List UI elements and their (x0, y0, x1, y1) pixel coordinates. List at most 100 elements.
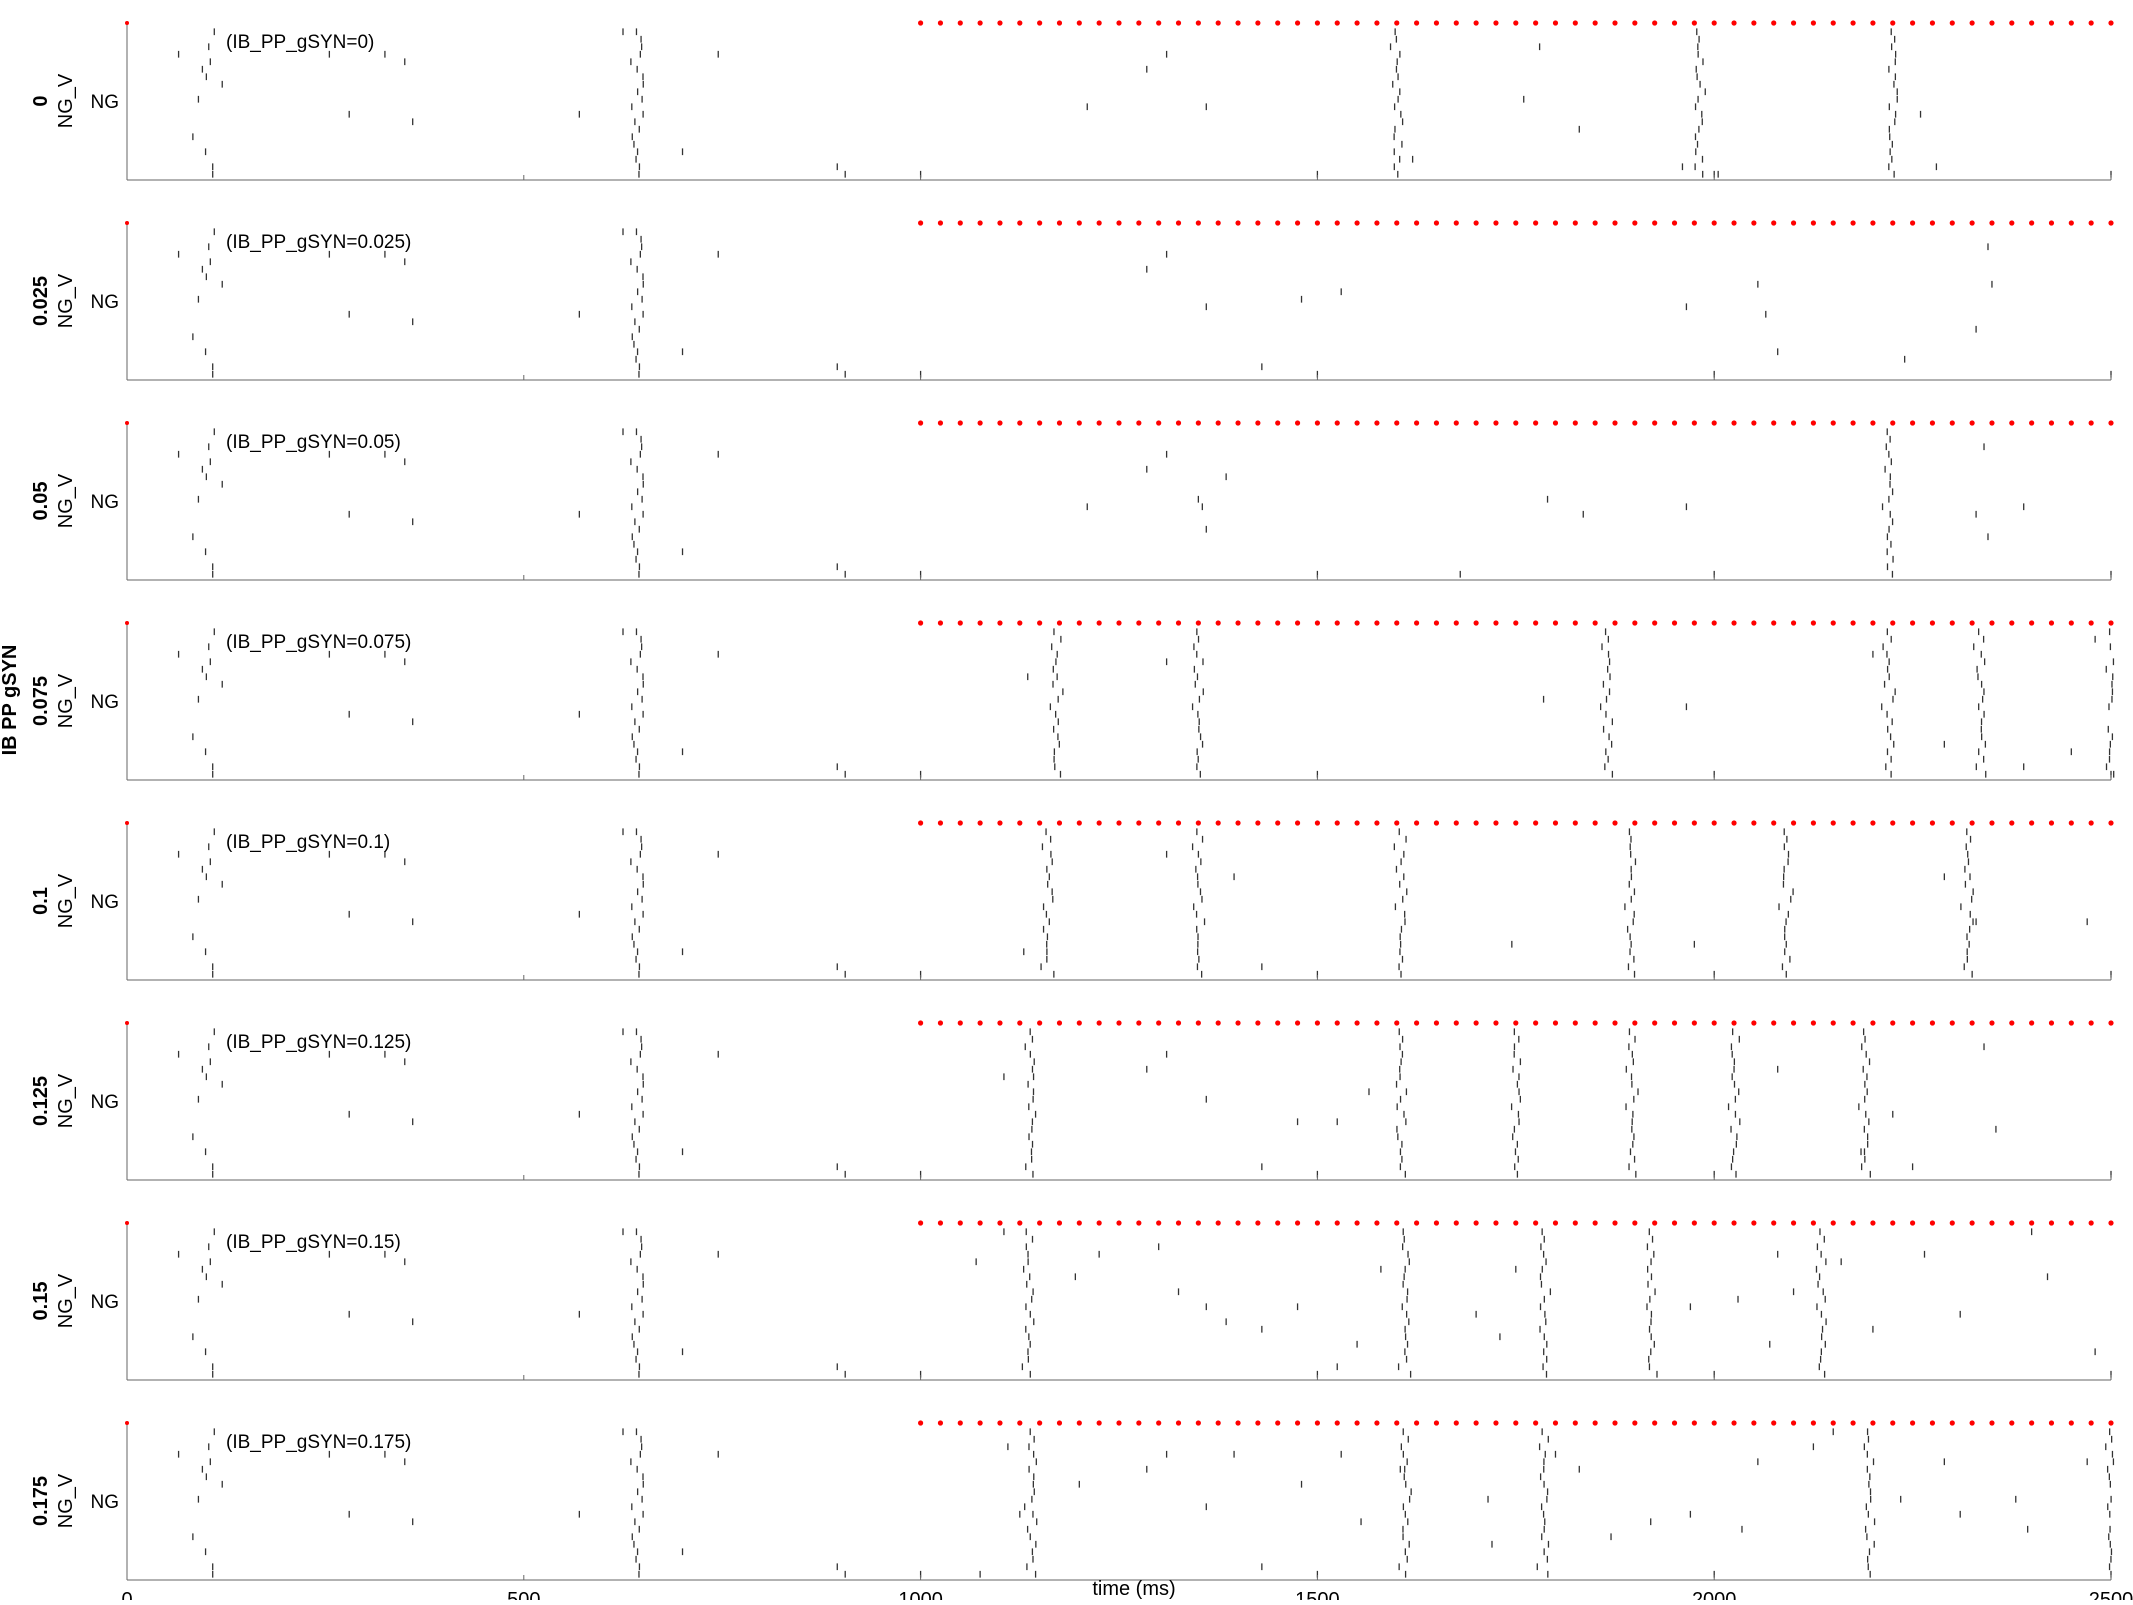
stimulus-marker (1433, 1420, 1440, 1426)
stimulus-marker (1433, 20, 1440, 26)
stimulus-marker (1175, 1420, 1182, 1426)
stimulus-marker (1671, 220, 1678, 226)
stimulus-marker (1414, 820, 1420, 826)
stimulus-marker (1910, 620, 1916, 626)
stimulus-marker (1552, 620, 1559, 626)
stimulus-marker (1989, 20, 1995, 26)
stimulus-marker (997, 1220, 1003, 1226)
stimulus-marker (1632, 20, 1638, 26)
stimulus-marker (2048, 620, 2055, 626)
stimulus-marker (2029, 220, 2035, 226)
stimulus-marker (1533, 620, 1539, 626)
stimulus-marker (1612, 1020, 1618, 1026)
x-tick-label: 0 (121, 1589, 132, 1600)
stimulus-marker (1513, 1420, 1519, 1426)
stimulus-marker (1334, 220, 1340, 226)
stimulus-marker (1810, 220, 1816, 226)
stimulus-marker (1751, 220, 1757, 226)
x-tick-label: 1000 (898, 1589, 943, 1600)
stimulus-marker (1969, 420, 1975, 426)
stimulus-marker (1235, 1420, 1241, 1426)
stimulus-marker (1354, 620, 1360, 626)
stimulus-marker (1652, 1020, 1658, 1026)
stimulus-marker (1790, 1220, 1797, 1226)
stimulus-marker (1513, 420, 1519, 426)
stimulus-marker (1056, 1020, 1063, 1026)
stimulus-marker (1652, 220, 1658, 226)
row-tick-label: NG (91, 292, 120, 313)
stimulus-marker (1910, 20, 1916, 26)
stimulus-marker (1711, 1020, 1717, 1026)
stimulus-marker (937, 1020, 944, 1026)
stimulus-marker (1255, 1420, 1261, 1426)
stimulus-marker (1453, 1020, 1459, 1026)
panel-annotation: (IB_PP_gSYN=0.075) (226, 632, 411, 653)
stimulus-marker (918, 1020, 924, 1026)
stimulus-marker (1771, 620, 1777, 626)
stimulus-marker (1552, 1420, 1559, 1426)
stimulus-marker (1215, 620, 1221, 626)
stimulus-marker (1473, 220, 1479, 226)
stimulus-marker (1195, 820, 1201, 826)
stimulus-marker (1513, 220, 1519, 226)
stimulus-marker (1275, 420, 1281, 426)
stimulus-marker (918, 1420, 924, 1426)
stimulus-marker (1156, 620, 1162, 626)
stimulus-marker (1771, 220, 1777, 226)
stimulus-marker (1215, 220, 1221, 226)
stimulus-marker (1314, 20, 1320, 26)
stimulus-marker (1414, 420, 1420, 426)
stimulus-marker (1850, 820, 1856, 826)
group-ylabel: IB PP gSYN (0, 645, 21, 756)
stimulus-marker (2009, 1220, 2015, 1226)
stimulus-marker (1175, 20, 1182, 26)
stimulus-marker (1294, 1220, 1301, 1226)
stimulus-marker (1354, 820, 1360, 826)
row-tick-label: NG (91, 692, 120, 713)
stimulus-marker (1731, 1420, 1737, 1426)
stimulus-marker (1969, 1220, 1975, 1226)
panel-ylabel: NG_V (55, 1073, 77, 1128)
stimulus-marker (1493, 1220, 1499, 1226)
stimulus-marker (1037, 620, 1043, 626)
stimulus-marker (1652, 820, 1658, 826)
stimulus-marker (1175, 420, 1182, 426)
stimulus-marker (1751, 1420, 1757, 1426)
stimulus-marker (1929, 420, 1936, 426)
stimulus-marker (1017, 220, 1023, 226)
start-marker (125, 1221, 129, 1225)
panel-value-label: 0 (30, 95, 52, 106)
stimulus-marker (1572, 420, 1578, 426)
stimulus-marker (1156, 420, 1162, 426)
stimulus-marker (1493, 1420, 1499, 1426)
stimulus-marker (1612, 1220, 1618, 1226)
stimulus-marker (1592, 420, 1598, 426)
stimulus-marker (1076, 220, 1082, 226)
stimulus-marker (1572, 20, 1578, 26)
stimulus-marker (1592, 1220, 1598, 1226)
stimulus-marker (1076, 1220, 1082, 1226)
stimulus-marker (977, 620, 983, 626)
stimulus-marker (997, 220, 1003, 226)
row-tick-label: NG (91, 1092, 120, 1113)
stimulus-marker (1096, 1420, 1102, 1426)
start-marker (125, 221, 129, 225)
stimulus-marker (1671, 420, 1678, 426)
stimulus-marker (1414, 1020, 1420, 1026)
stimulus-marker (1453, 420, 1459, 426)
stimulus-marker (1056, 620, 1063, 626)
stimulus-marker (1870, 420, 1876, 426)
x-tick-label: 1500 (1295, 1589, 1340, 1600)
stimulus-marker (1235, 820, 1241, 826)
stimulus-marker (1294, 820, 1301, 826)
stimulus-marker (1711, 420, 1717, 426)
stimulus-marker (1850, 1420, 1856, 1426)
start-marker (125, 1021, 129, 1025)
x-tick-label: 2500 (2089, 1589, 2133, 1600)
stimulus-marker (2048, 420, 2055, 426)
stimulus-marker (1116, 20, 1122, 26)
stimulus-marker (1275, 1420, 1281, 1426)
stimulus-marker (1612, 820, 1618, 826)
stimulus-marker (1552, 220, 1559, 226)
stimulus-marker (957, 820, 963, 826)
